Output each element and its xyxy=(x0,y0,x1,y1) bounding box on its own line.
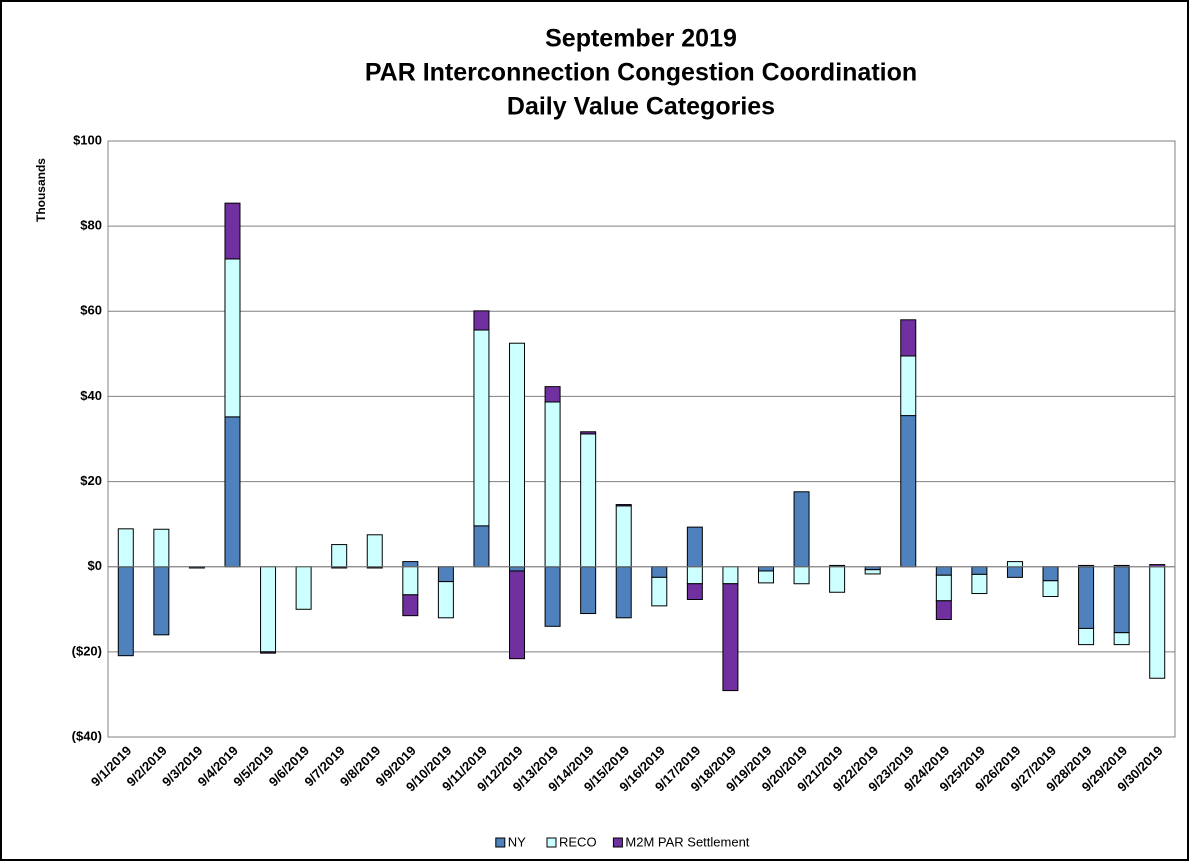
plot-area xyxy=(107,140,1176,738)
bar xyxy=(224,416,241,568)
bar xyxy=(793,566,810,585)
y-tick-label: $80 xyxy=(80,218,102,233)
bar xyxy=(153,528,170,568)
bar xyxy=(580,566,597,615)
y-tick-label: $60 xyxy=(80,303,102,318)
bar xyxy=(473,310,490,331)
bar xyxy=(757,570,774,584)
bar xyxy=(935,566,952,576)
bar xyxy=(829,566,846,593)
bar xyxy=(935,600,952,621)
bar xyxy=(1042,566,1059,582)
y-tick-label: $40 xyxy=(80,388,102,403)
legend-label: M2M PAR Settlement xyxy=(625,834,749,849)
bar xyxy=(509,342,526,568)
bar xyxy=(1113,566,1130,634)
bar xyxy=(224,258,241,418)
legend-swatch xyxy=(546,837,557,848)
chart-title: PAR Interconnection Congestion Coordinat… xyxy=(365,59,917,87)
bar xyxy=(402,566,419,596)
bar xyxy=(1078,566,1095,629)
chart-title: Daily Value Categories xyxy=(507,93,775,121)
bar xyxy=(580,431,597,435)
legend-label: RECO xyxy=(559,834,597,849)
bar xyxy=(686,526,703,568)
bar xyxy=(651,576,668,607)
bar xyxy=(402,561,419,568)
legend-swatch xyxy=(612,837,623,848)
bar xyxy=(544,566,561,627)
bar xyxy=(331,544,348,568)
bar xyxy=(615,566,632,619)
bar xyxy=(971,566,988,575)
bar xyxy=(757,566,774,572)
bar xyxy=(864,569,881,575)
bar xyxy=(509,570,526,660)
bar xyxy=(900,415,917,568)
bar xyxy=(117,566,134,657)
bar xyxy=(544,386,561,403)
y-tick-label: $20 xyxy=(80,473,102,488)
bar xyxy=(1042,580,1059,598)
bar xyxy=(224,202,241,260)
bar xyxy=(544,401,561,568)
bar xyxy=(437,566,454,583)
bar xyxy=(437,581,454,619)
bar xyxy=(260,651,277,654)
bar xyxy=(1149,566,1166,679)
bar xyxy=(580,433,597,568)
bar xyxy=(722,583,739,692)
bar xyxy=(1078,627,1095,646)
bar xyxy=(900,355,917,417)
bar xyxy=(686,566,703,585)
bar xyxy=(1006,561,1023,568)
y-tick-label: $0 xyxy=(88,558,102,573)
y-tick-label: $100 xyxy=(73,132,102,147)
legend-swatch xyxy=(495,837,506,848)
y-tick-label: ($40) xyxy=(72,728,102,743)
bar xyxy=(473,525,490,568)
bar xyxy=(260,566,277,653)
bar xyxy=(615,504,632,507)
chart-title: September 2019 xyxy=(545,25,737,53)
bar xyxy=(153,566,170,636)
bar xyxy=(509,566,526,572)
bar xyxy=(402,594,419,617)
bar xyxy=(900,319,917,357)
bar xyxy=(686,583,703,600)
bar xyxy=(366,534,383,568)
bar xyxy=(473,329,490,527)
y-axis-label: Thousands xyxy=(34,158,48,222)
bar xyxy=(615,505,632,568)
bar xyxy=(117,528,134,568)
bar xyxy=(1006,566,1023,578)
bar xyxy=(1113,632,1130,646)
bar xyxy=(935,574,952,602)
legend-label: NY xyxy=(508,834,526,849)
bar xyxy=(295,566,312,610)
bar xyxy=(722,566,739,585)
bar xyxy=(651,566,668,578)
bar xyxy=(793,491,810,568)
y-tick-label: ($20) xyxy=(72,643,102,658)
bar xyxy=(971,573,988,595)
